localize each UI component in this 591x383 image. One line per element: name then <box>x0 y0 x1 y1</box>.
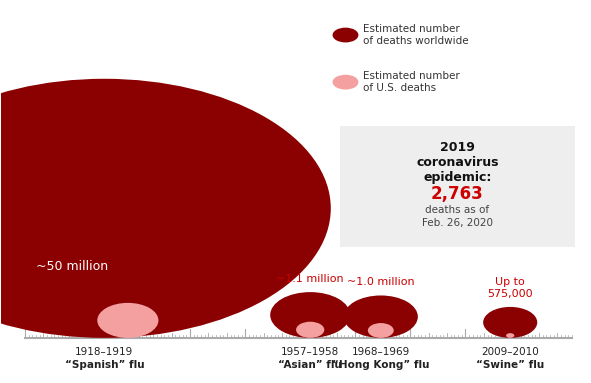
Text: “Spanish” flu: “Spanish” flu <box>64 360 144 370</box>
Text: Up to
575,000: Up to 575,000 <box>488 277 533 298</box>
Text: “Asian” flu: “Asian” flu <box>278 360 342 370</box>
Text: 2019: 2019 <box>440 141 475 154</box>
Text: Estimated number
of U.S. deaths: Estimated number of U.S. deaths <box>363 71 460 93</box>
Ellipse shape <box>506 333 514 338</box>
Ellipse shape <box>270 292 350 338</box>
Text: “Swine” flu: “Swine” flu <box>476 360 544 370</box>
Text: 1957–1958: 1957–1958 <box>281 347 339 357</box>
Ellipse shape <box>98 303 158 338</box>
Ellipse shape <box>333 28 358 43</box>
Text: 2,763: 2,763 <box>431 185 483 203</box>
Ellipse shape <box>333 75 358 90</box>
Text: “Hong Kong” flu: “Hong Kong” flu <box>332 360 430 370</box>
Text: 2009–2010: 2009–2010 <box>481 347 539 357</box>
Ellipse shape <box>0 79 331 338</box>
Ellipse shape <box>296 322 324 338</box>
Ellipse shape <box>368 323 394 338</box>
Text: coronavirus: coronavirus <box>416 156 499 169</box>
Text: epidemic:: epidemic: <box>423 171 492 184</box>
Text: Estimated number
of deaths worldwide: Estimated number of deaths worldwide <box>363 24 469 46</box>
FancyBboxPatch shape <box>340 126 575 247</box>
Text: 1968–1969: 1968–1969 <box>352 347 410 357</box>
Ellipse shape <box>483 307 537 338</box>
Text: ~1.0 million: ~1.0 million <box>347 277 415 287</box>
Text: deaths as of
Feb. 26, 2020: deaths as of Feb. 26, 2020 <box>422 205 493 228</box>
Text: 1918–1919: 1918–1919 <box>75 347 134 357</box>
Text: ~50 million: ~50 million <box>36 260 108 273</box>
Text: ~1.1 million: ~1.1 million <box>277 274 344 284</box>
Ellipse shape <box>344 295 418 338</box>
